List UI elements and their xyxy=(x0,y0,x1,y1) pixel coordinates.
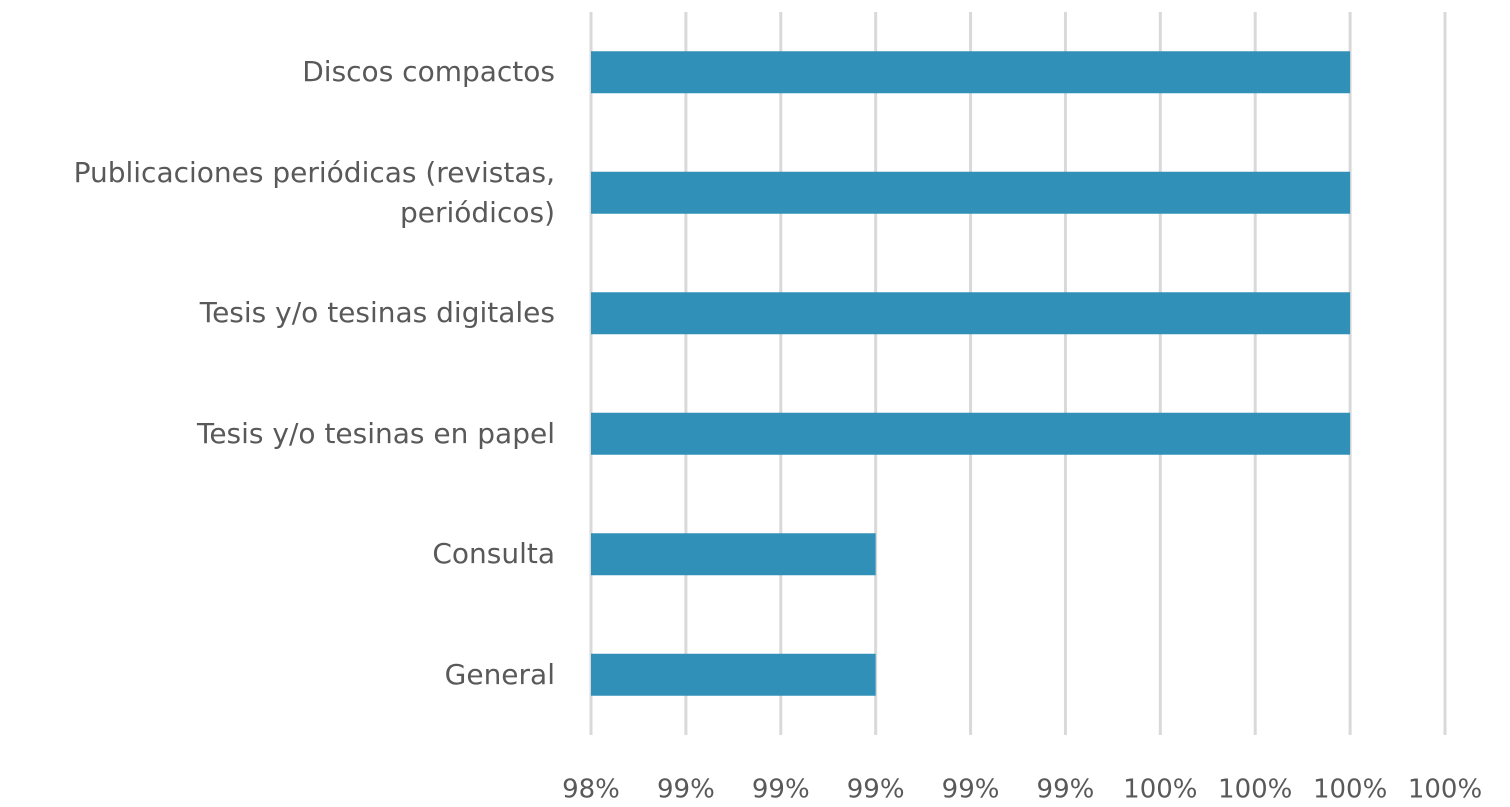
bar xyxy=(591,412,1351,455)
x-tick-label: 99% xyxy=(942,775,1000,805)
x-tick-label: 99% xyxy=(1037,775,1095,805)
bar xyxy=(591,292,1351,335)
y-tick-label: Consulta xyxy=(432,537,555,571)
bar xyxy=(591,171,1351,214)
y-tick-label: Tesis y/o tesinas en papel xyxy=(196,416,555,450)
y-tick-label: Tesis y/o tesinas digitales xyxy=(199,296,555,330)
x-tick-label: 99% xyxy=(752,775,810,805)
x-tick-label: 100% xyxy=(1218,775,1292,805)
bar xyxy=(591,533,876,576)
x-tick-label: 100% xyxy=(1123,775,1197,805)
x-tick-label: 98% xyxy=(562,775,620,805)
y-tick-label: Discos compactos xyxy=(302,55,555,89)
bar xyxy=(591,653,876,696)
y-tick-label: Publicaciones periódicas (revistas, peri… xyxy=(73,155,555,229)
x-tick-label: 100% xyxy=(1408,775,1482,805)
y-tick-label: General xyxy=(444,657,555,691)
x-tick-label: 100% xyxy=(1313,775,1387,805)
bar xyxy=(591,51,1351,94)
x-tick-label: 99% xyxy=(657,775,715,805)
x-tick-label: 99% xyxy=(847,775,905,805)
